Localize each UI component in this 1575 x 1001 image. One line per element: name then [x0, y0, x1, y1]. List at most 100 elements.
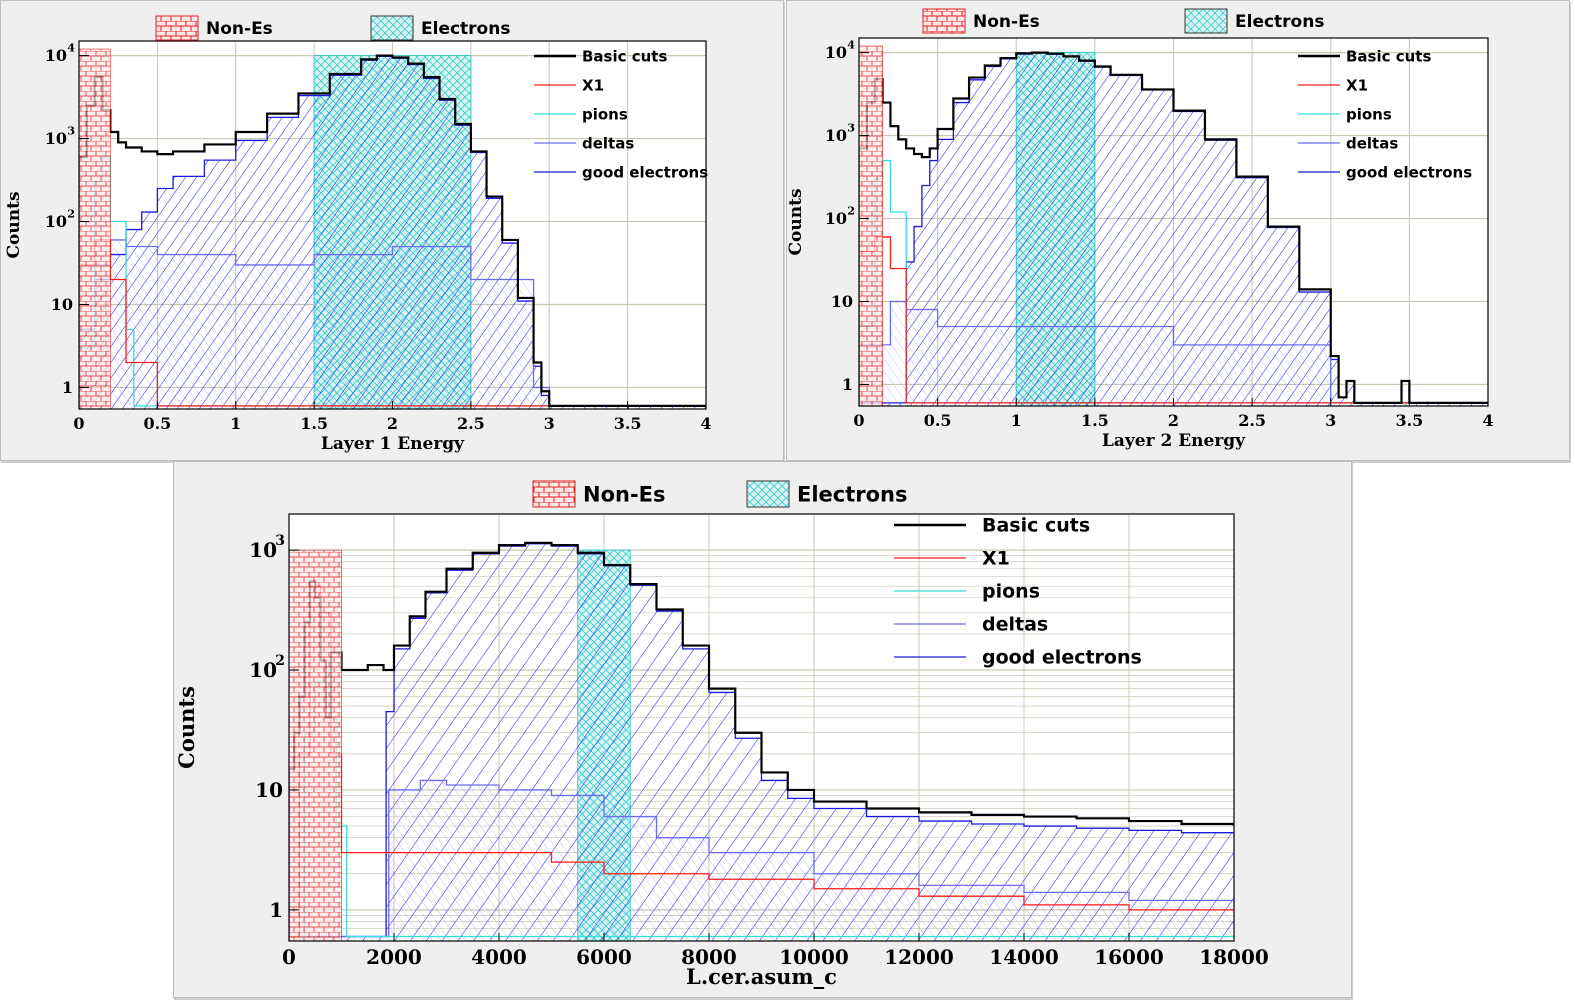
x-tick-label: 3 — [1325, 411, 1336, 430]
plot-content — [289, 541, 1234, 941]
x-tick-label: 14000 — [989, 945, 1059, 969]
legend-swatch-non-es — [532, 480, 576, 508]
y-axis-title: Counts — [174, 686, 199, 769]
legend-text-pions: pions — [1346, 105, 1392, 123]
x-tick-label: 2.5 — [1238, 411, 1266, 430]
legend-text-x1: X1 — [582, 76, 604, 94]
legend-text-basic-cuts: Basic cuts — [1346, 47, 1431, 65]
legend-text-good-electrons: good electrons — [1346, 163, 1472, 181]
legend-label-non-es: Non-Es — [583, 482, 666, 506]
series-deltas — [289, 779, 1234, 941]
series-legend: Basic cuts X1 pions deltas good electrons — [894, 515, 1142, 669]
y-tick-label: 10 — [255, 778, 283, 802]
non-es-cut-region — [859, 45, 883, 406]
y-axis-title: Counts — [4, 191, 24, 258]
x-tick-label: 0 — [282, 945, 296, 969]
x-tick-label: 3.5 — [614, 414, 642, 433]
y-tick-exponent: 2 — [275, 653, 285, 669]
x-tick-label: 2000 — [366, 945, 422, 969]
y-tick-label: 10 — [831, 292, 853, 311]
x-tick-label: 1.5 — [300, 414, 328, 433]
legend-text-pions: pions — [982, 581, 1040, 603]
layer1-energy-panel: 0 0.5 1 1.5 2 2.5 3 3.5 4 Layer 1 Energy 1 10 10 2 10 3… — [0, 0, 784, 461]
y-tick-exponent: 4 — [847, 38, 855, 52]
x-tick-label: 2 — [1168, 411, 1179, 430]
x-tick-label: 16000 — [1094, 945, 1164, 969]
y-tick-label: 10 — [249, 658, 277, 682]
deltas-hatch — [79, 239, 706, 409]
x-tick-label: 18000 — [1199, 945, 1269, 969]
x-axis-title: Layer 2 Energy — [1102, 431, 1246, 451]
y-tick-label: 10 — [45, 212, 67, 231]
y-tick-exponent: 3 — [847, 121, 855, 135]
x-tick-label: 1 — [1011, 411, 1022, 430]
x-tick-label: 2.5 — [457, 414, 485, 433]
series-basic-cuts — [859, 51, 1488, 406]
y-tick-exponent: 2 — [847, 204, 855, 218]
y-tick-label: 10 — [45, 46, 67, 65]
legend-swatch-non-es — [922, 8, 966, 34]
legend-text-deltas: deltas — [582, 134, 634, 152]
cerenkov-sum-histogram: 0 2000 4000 6000 8000 10000 12000 14000 16000 180… — [174, 480, 1269, 989]
series-deltas — [859, 300, 1488, 406]
legend-text-x1: X1 — [982, 548, 1010, 570]
cut-legend: Non-Es Electrons — [532, 480, 908, 508]
series-legend: Basic cuts X1 pions deltas good electrons — [534, 47, 708, 181]
legend-text-good-electrons: good electrons — [982, 647, 1142, 669]
non-es-cut-region — [79, 48, 111, 409]
y-tick-label: 1 — [842, 375, 853, 394]
x-axis-title: Layer 1 Energy — [321, 434, 465, 454]
plot-content — [79, 48, 706, 409]
series-basic-cuts — [79, 54, 706, 409]
layer2-energy-panel: 0 0.5 1 1.5 2 2.5 3 3.5 4 Layer 2 Energy 1 10 10 2 10 3… — [786, 0, 1570, 461]
y-tick-exponent: 3 — [67, 124, 75, 138]
x-tick-label: 2 — [387, 414, 398, 433]
x-tick-label: 0 — [853, 411, 864, 430]
legend-swatch-non-es — [155, 15, 199, 41]
y-tick-label: 1 — [269, 898, 283, 922]
x-tick-label: 1 — [230, 414, 241, 433]
x-tick-label: 4 — [700, 414, 711, 433]
legend-swatch-electrons — [746, 480, 790, 508]
cerenkov-sum-panel: 0 2000 4000 6000 8000 10000 12000 14000 16000 180… — [173, 461, 1352, 998]
legend-label-electrons: Electrons — [797, 482, 908, 506]
plot-frame — [288, 513, 1235, 942]
cut-legend: Non-Es Electrons — [922, 8, 1324, 34]
y-tick-exponent: 4 — [67, 41, 75, 55]
y-tick-label: 10 — [825, 43, 847, 62]
y-tick-label: 10 — [51, 295, 73, 314]
plot-content — [859, 45, 1488, 406]
legend-label-electrons: Electrons — [1235, 12, 1324, 32]
legend-label-non-es: Non-Es — [206, 19, 273, 39]
y-tick-label: 1 — [62, 378, 73, 397]
legend-swatch-electrons — [1184, 8, 1228, 34]
x-tick-label: 4 — [1482, 411, 1493, 430]
x-tick-label: 10000 — [779, 945, 849, 969]
legend-text-basic-cuts: Basic cuts — [582, 47, 667, 65]
series-legend: Basic cuts X1 pions deltas good electrons — [1298, 47, 1472, 181]
legend-text-good-electrons: good electrons — [582, 163, 708, 181]
legend-text-deltas: deltas — [1346, 134, 1398, 152]
x-tick-label: 1.5 — [1081, 411, 1109, 430]
y-tick-label: 10 — [825, 209, 847, 228]
deltas-hatch — [289, 780, 1234, 941]
cut-legend: Non-Es Electrons — [155, 15, 510, 41]
legend-swatch-electrons — [370, 15, 414, 41]
y-tick-exponent: 3 — [275, 533, 285, 549]
legend-text-deltas: deltas — [982, 614, 1048, 636]
y-tick-label: 10 — [45, 129, 67, 148]
y-tick-label: 10 — [825, 126, 847, 145]
x-axis: 0 0.5 1 1.5 2 2.5 3 3.5 4 — [853, 398, 1494, 430]
legend-text-basic-cuts: Basic cuts — [982, 515, 1090, 537]
legend-label-electrons: Electrons — [421, 19, 510, 39]
non-es-cut-region — [289, 549, 342, 941]
x-tick-label: 0.5 — [143, 414, 171, 433]
x-axis: 0 0.5 1 1.5 2 2.5 3 3.5 4 — [73, 401, 712, 433]
x-axis: 0 2000 4000 6000 8000 10000 12000 14000 16000 180… — [282, 933, 1269, 969]
x-tick-label: 3.5 — [1395, 411, 1423, 430]
y-axis-title: Counts — [787, 188, 806, 255]
